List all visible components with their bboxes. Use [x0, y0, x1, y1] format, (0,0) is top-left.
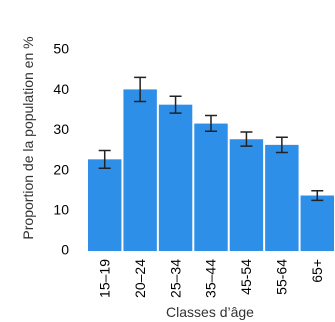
error-bar [275, 136, 288, 154]
y-tick-label: 20 [53, 161, 69, 177]
x-tick-label: 45-54 [238, 259, 254, 295]
error-bar [98, 149, 111, 169]
y-tick-label: 0 [61, 242, 69, 258]
bar [265, 144, 299, 251]
y-tick-label: 10 [53, 202, 69, 218]
bars-group [88, 89, 334, 252]
x-tick-label: 15–19 [96, 259, 112, 298]
x-tick-label: 20–24 [132, 259, 148, 298]
x-axis-title: Classes d’âge [166, 304, 254, 320]
y-axis-title: Proportion de la population en % [20, 36, 36, 239]
error-bar [205, 114, 217, 132]
error-bar [169, 95, 182, 114]
x-tick-label: 35–44 [203, 259, 219, 298]
x-tick-label: 55-64 [274, 259, 290, 295]
bar [300, 195, 334, 251]
bar [194, 123, 228, 251]
x-tick-label: 25–34 [167, 259, 183, 298]
error-bar [134, 76, 147, 103]
error-bars-group [98, 76, 324, 202]
bar [158, 104, 193, 251]
x-axis-ticks: 15–19 20–24 25–34 35–44 45-54 55-64 65+ [96, 259, 325, 298]
error-bar [311, 189, 324, 202]
bar [229, 139, 264, 251]
y-tick-label: 30 [53, 121, 69, 137]
y-tick-label: 40 [53, 81, 69, 97]
error-bar [240, 131, 253, 147]
y-axis-ticks: 0 10 20 30 40 50 [53, 41, 69, 258]
x-tick-label: 65+ [309, 259, 325, 283]
bar [123, 89, 157, 252]
y-tick-label: 50 [53, 41, 69, 57]
bar [88, 159, 122, 251]
